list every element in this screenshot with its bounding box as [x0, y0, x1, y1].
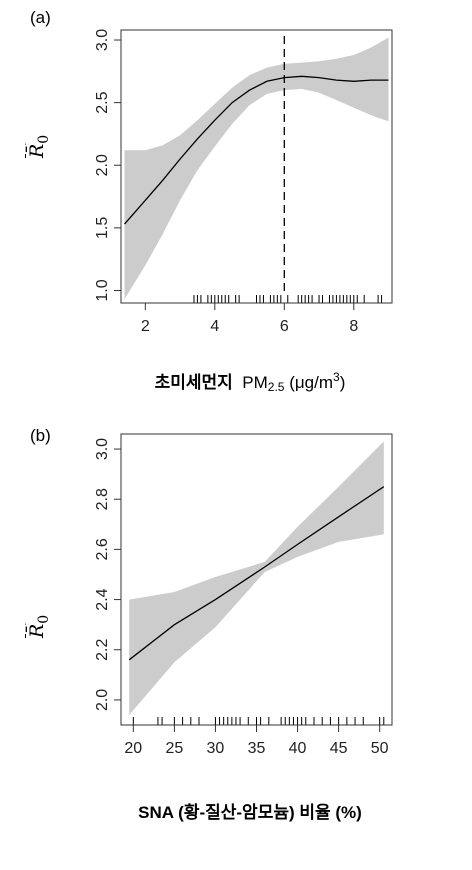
- chart-a-y-tick-label-1: 1.5: [94, 217, 111, 239]
- chart-b-x-tick-label-5: 45: [330, 740, 348, 757]
- chart-b-x-tick-label-3: 35: [248, 740, 266, 757]
- chart-b-fitted-line-0: [128, 486, 385, 661]
- chart-b-x-tick-label-2: 30: [207, 740, 225, 757]
- chart-a-y-tick-label-0: 1.0: [94, 279, 111, 301]
- chart-b-x-tick-label-1: 25: [165, 740, 183, 757]
- chart-panel-a: 2 4 6 8 1.0 1.5 2.0 2.5 3.0 (a) R̄0 초미세먼지 PM2.5 …: [0, 0, 472, 430]
- chart-b-confidence-band-0: [129, 441, 384, 715]
- chart-a-x-tick-label-2: 6: [280, 318, 289, 335]
- chart-a-y-tick-label-2: 2.0: [94, 154, 111, 176]
- chart-a-x-tick-label-1: 4: [210, 318, 219, 335]
- chart-b-x-tick-label-0: 20: [124, 740, 142, 757]
- chart-a-y-tick-label-4: 3.0: [94, 29, 111, 51]
- chart-b-plot: 20 25 30 35 40 45 50 2.0 2.2 2.4 2.6 2.8 3.0: [94, 433, 393, 757]
- panel-label-a: (a): [30, 8, 51, 27]
- x-axis-label-b: SNA (황-질산-암모늄) 비율 (%): [138, 803, 362, 822]
- chart-a-y-tick-label-3: 2.5: [94, 91, 111, 113]
- chart-panel-b: 20 25 30 35 40 45 50 2.0 2.2 2.4 2.6 2.8 3.0 (b) R̄0…: [0, 420, 472, 870]
- chart-a-confidence-band-0: [124, 37, 389, 300]
- panel-label-b: (b): [30, 426, 51, 445]
- y-axis-label-b: R̄0: [26, 614, 52, 638]
- chart-b-y-tick-label-2: 2.4: [94, 588, 111, 610]
- x-axis-label-a: 초미세먼지 PM2.5 (μg/m3): [154, 370, 346, 394]
- chart-b-y-tick-label-5: 3.0: [94, 438, 111, 460]
- chart-a-fitted-line-0: [124, 75, 389, 225]
- chart-b-x-tick-label-6: 50: [371, 740, 389, 757]
- chart-a-plot: 2 4 6 8 1.0 1.5 2.0 2.5 3.0: [94, 29, 393, 335]
- y-axis-label-a: R̄0: [26, 134, 52, 158]
- chart-b-y-tick-label-0: 2.0: [94, 689, 111, 711]
- chart-a-x-tick-label-0: 2: [141, 318, 150, 335]
- chart-b-y-tick-label-1: 2.2: [94, 639, 111, 661]
- chart-b-x-tick-label-4: 40: [289, 740, 307, 757]
- chart-a-plot-frame: [120, 29, 393, 304]
- chart-a-x-tick-label-3: 8: [349, 318, 358, 335]
- chart-b-y-tick-label-4: 2.8: [94, 488, 111, 510]
- chart-b-y-tick-label-3: 2.6: [94, 538, 111, 560]
